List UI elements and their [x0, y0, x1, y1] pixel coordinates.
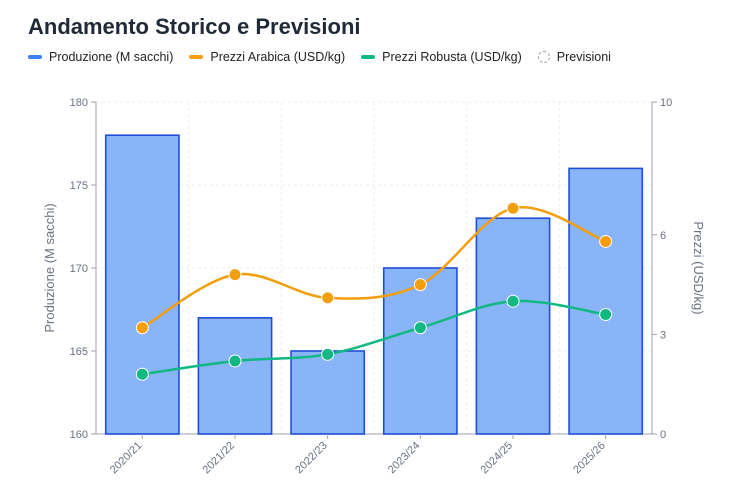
point-robusta-0: [135, 367, 149, 381]
legend-item-produzione[interactable]: Produzione (M sacchi): [28, 50, 173, 64]
bar-produzione-1: [197, 316, 273, 435]
y-left-tick-label-2: 170: [70, 263, 88, 275]
legend-label-previsioni: Previsioni: [556, 50, 611, 64]
x-tick-label-3: 2023/24: [386, 440, 423, 477]
y-left-tick-label-4: 180: [70, 97, 88, 109]
y-right-tick-label-0: 0: [660, 429, 666, 441]
point-robusta-5: [599, 307, 613, 321]
bar-produzione-0: [104, 134, 180, 435]
x-tick-label-2: 2022/23: [293, 440, 330, 477]
y-right-tick-label-3: 10: [660, 97, 672, 109]
x-tick-label-5: 2025/26: [571, 440, 608, 477]
point-arabica-1: [228, 268, 242, 282]
bar-produzione-2: [290, 350, 366, 435]
x-tick-label-0: 2020/21: [108, 440, 145, 477]
legend-item-robusta[interactable]: Prezzi Robusta (USD/kg): [361, 50, 522, 64]
y-axis-right-title: Prezzi (USD/kg): [691, 221, 706, 314]
line-robusta: [142, 299, 606, 376]
legend-swatch-robusta: [361, 55, 376, 59]
legend-label-produzione: Produzione (M sacchi): [49, 50, 174, 64]
y-left-tick-label-0: 160: [70, 429, 88, 441]
point-robusta-2: [321, 347, 335, 361]
point-arabica-3: [413, 278, 427, 292]
x-tick-label-4: 2024/25: [479, 440, 516, 477]
point-robusta-3: [413, 321, 427, 335]
legend-label-robusta: Prezzi Robusta (USD/kg): [382, 50, 522, 64]
point-arabica-5: [599, 234, 613, 248]
y-right-tick-label-1: 3: [660, 329, 666, 341]
y-left-tick-label-3: 175: [70, 180, 88, 192]
x-tick-label-1: 2021/22: [201, 440, 238, 477]
point-arabica-4: [506, 201, 520, 215]
y-right-tick-label-2: 6: [660, 230, 666, 242]
legend: Produzione (M sacchi) Prezzi Arabica (US…: [28, 48, 611, 66]
legend-label-arabica: Prezzi Arabica (USD/kg): [210, 50, 346, 64]
point-arabica-2: [321, 291, 335, 305]
legend-item-previsioni[interactable]: Previsioni: [537, 50, 611, 64]
bar-produzione-4: [475, 217, 551, 435]
point-robusta-4: [506, 294, 520, 308]
legend-item-arabica[interactable]: Prezzi Arabica (USD/kg): [189, 50, 345, 64]
legend-swatch-previsioni: [537, 51, 550, 63]
line-arabica: [141, 206, 607, 329]
point-arabica-0: [135, 321, 149, 335]
y-axis-left-title: Produzione (M sacchi): [42, 203, 57, 332]
legend-swatch-arabica: [189, 55, 204, 59]
bar-produzione-5: [568, 167, 644, 435]
chart-title: Andamento Storico e Previsioni: [28, 14, 361, 39]
y-left-tick-label-1: 165: [70, 346, 88, 358]
legend-swatch-produzione: [28, 55, 42, 59]
point-robusta-1: [228, 354, 242, 368]
